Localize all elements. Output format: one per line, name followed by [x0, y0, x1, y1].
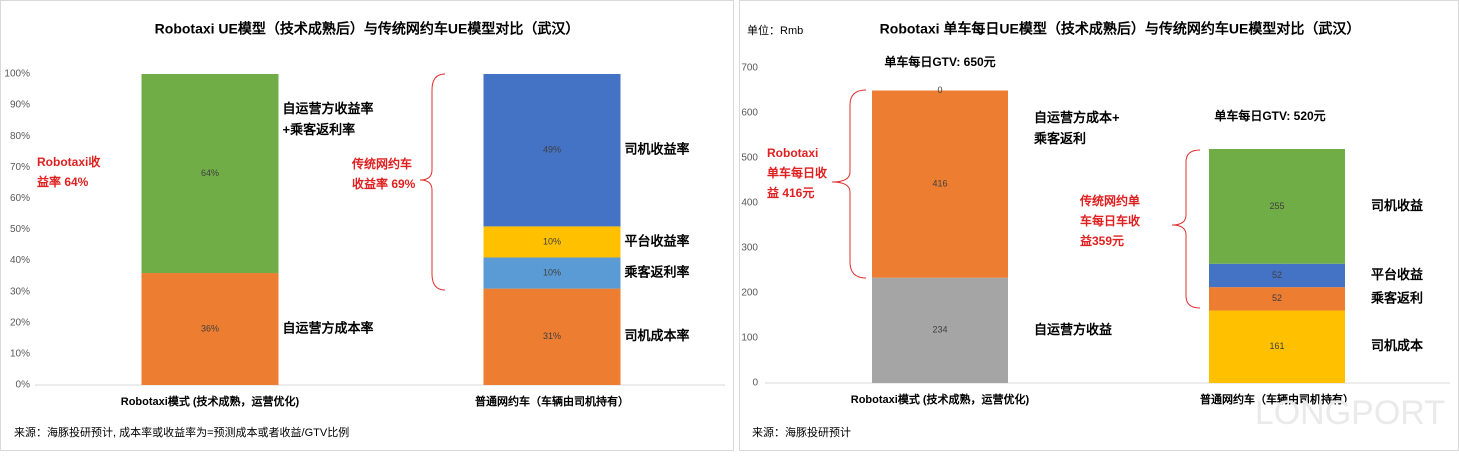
value-label: 161: [1269, 341, 1284, 351]
y-tick-label: 20%: [10, 317, 30, 328]
watermark: LONGPORT: [1255, 394, 1445, 432]
value-label: 255: [1269, 201, 1284, 211]
annotation: 车每日车收: [1080, 213, 1140, 228]
value-label: 10%: [543, 267, 561, 277]
x-tick-label: Robotaxi模式 (技术成熟，运营优化): [121, 394, 300, 408]
value-label: 52: [1272, 293, 1282, 303]
y-tick-label: 600: [741, 108, 758, 119]
y-tick-label: 60%: [10, 193, 30, 204]
y-tick-label: 200: [741, 288, 758, 299]
annotation: 益 416元: [767, 185, 814, 200]
segment-label: 司机成本率: [625, 328, 690, 343]
annotation: Robotaxi收: [37, 154, 100, 169]
annotation: 单车每日GTV: 520元: [1214, 108, 1325, 123]
segment-label: 自运营方成本率: [283, 320, 374, 335]
y-tick-label: 100%: [4, 69, 30, 80]
segment-label: 司机成本: [1371, 338, 1423, 353]
x-tick-label: 普通网约车（车辆由司机持有）: [1200, 392, 1354, 406]
bar-segment: [1209, 287, 1345, 311]
y-tick-label: 400: [741, 198, 758, 209]
bar-segment: [141, 273, 279, 385]
brace: [1171, 149, 1201, 309]
y-tick-label: 0: [752, 378, 758, 389]
segment-label: 自运营方收益率: [283, 101, 374, 116]
annotation: 传统网约单: [1079, 193, 1140, 208]
annotation: Robotaxi: [767, 146, 818, 160]
bar-segment: [483, 288, 621, 385]
brace: [831, 89, 867, 279]
y-tick-label: 700: [741, 63, 758, 74]
bar-segment: [872, 277, 1008, 383]
annotation: 收益率 69%: [352, 176, 416, 191]
x-tick-label: 普通网约车（车辆由司机持有）: [475, 394, 629, 408]
segment-label: 乘客返利率: [624, 264, 690, 279]
x-tick-label: Robotaxi模式 (技术成熟，运营优化): [851, 392, 1030, 406]
annotation: 益359元: [1080, 233, 1124, 248]
chart-title: Robotaxi UE模型（技术成熟后）与传统网约车UE模型对比（武汉）: [155, 21, 580, 37]
annotation: 单车每日GTV: 650元: [884, 54, 995, 69]
value-label: 36%: [201, 323, 219, 333]
annotation: 传统网约车: [351, 156, 412, 171]
bar-segment: [483, 74, 621, 227]
segment-label: +乘客返利率: [283, 122, 356, 137]
bar-segment: [141, 74, 279, 274]
y-tick-label: 10%: [10, 349, 30, 360]
bar-segment: [483, 257, 621, 289]
annotation: 益率 64%: [37, 174, 89, 189]
bar-segment: [872, 90, 1008, 278]
value-label: 10%: [543, 236, 561, 246]
y-tick-label: 90%: [10, 100, 30, 111]
y-tick-label: 50%: [10, 224, 30, 235]
segment-label: 自运营方收益: [1034, 322, 1112, 337]
y-tick-label: 80%: [10, 131, 30, 142]
y-tick-label: 70%: [10, 162, 30, 173]
bar-segment: [483, 226, 621, 258]
chart-title: Robotaxi 单车每日UE模型（技术成熟后）与传统网约车UE模型对比（武汉）: [880, 21, 1361, 37]
value-label: 0: [937, 85, 942, 95]
value-label: 64%: [201, 168, 219, 178]
unit-label: 单位：Rmb: [747, 23, 803, 37]
brace: [419, 73, 446, 291]
panel: [0, 0, 734, 451]
segment-label: 平台收益: [1371, 267, 1423, 282]
y-tick-label: 100: [741, 333, 758, 344]
source-note: 来源：海豚投研预计, 成本率或收益率为=预测成本或者收益/GTV比例: [14, 425, 349, 439]
value-label: 31%: [543, 331, 561, 341]
bar-segment: [1209, 310, 1345, 383]
segment-label: 司机收益率: [625, 142, 690, 157]
source-note: 来源：海豚投研预计: [752, 425, 851, 439]
segment-label: 平台收益率: [625, 233, 690, 248]
y-tick-label: 0%: [16, 380, 31, 391]
segment-label: 乘客返利: [1370, 290, 1423, 305]
value-label: 49%: [543, 145, 561, 155]
value-label: 52: [1272, 270, 1282, 280]
y-tick-label: 30%: [10, 286, 30, 297]
segment-label: 乘客返利: [1033, 131, 1086, 146]
bar-segment: [1209, 263, 1345, 288]
segment-label: 自运营方成本+: [1034, 110, 1120, 125]
annotation: 单车每日收: [767, 165, 827, 180]
value-label: 234: [932, 325, 947, 335]
bar-segment: [1209, 149, 1345, 264]
y-tick-label: 500: [741, 153, 758, 164]
segment-label: 司机收益: [1371, 198, 1423, 213]
value-label: 416: [932, 178, 947, 188]
y-tick-label: 300: [741, 243, 758, 254]
y-tick-label: 40%: [10, 255, 30, 266]
